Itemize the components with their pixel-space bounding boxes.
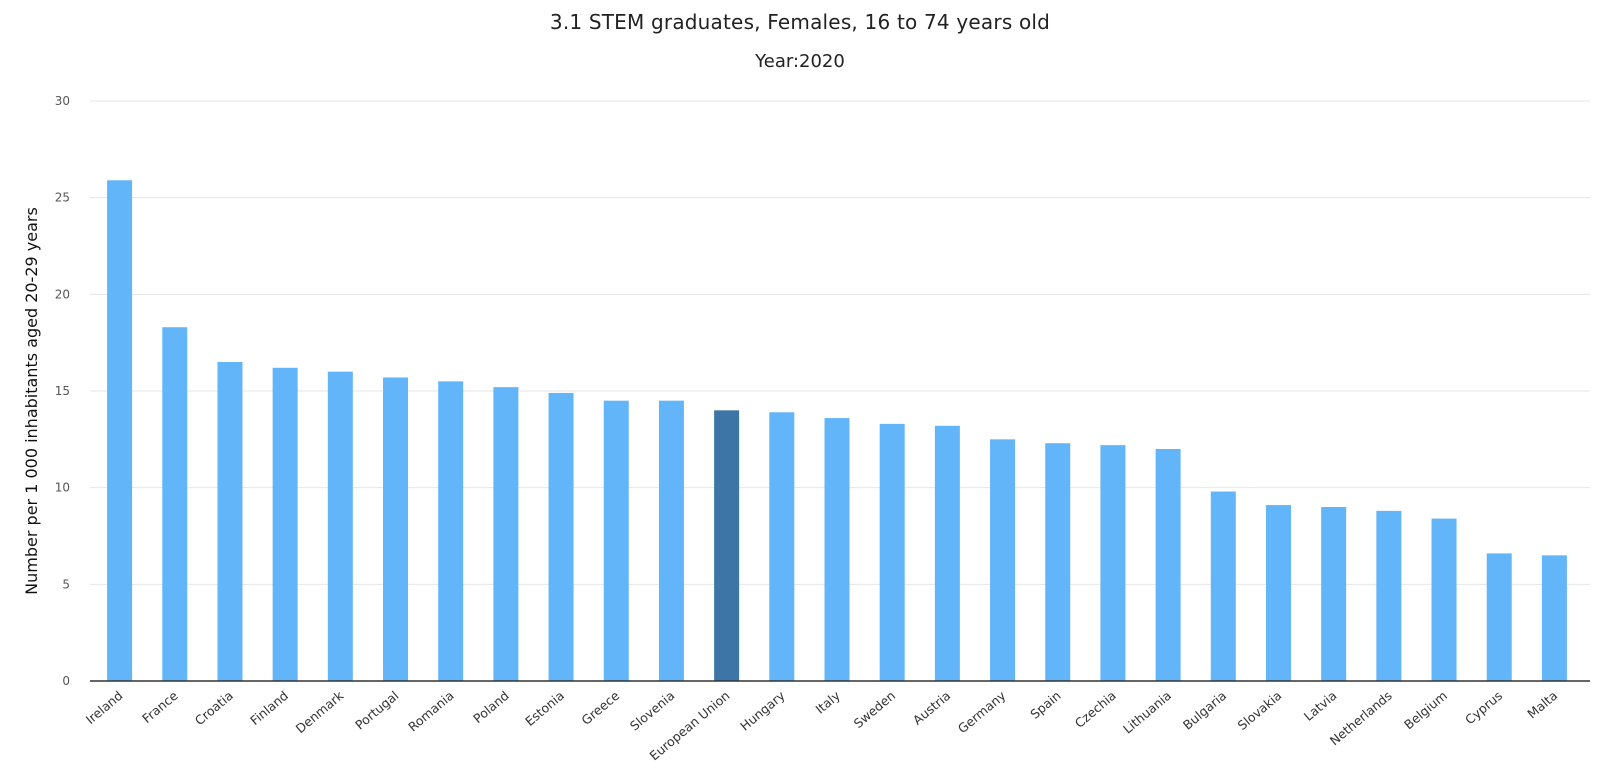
x-tick-label: Romania (405, 688, 457, 735)
bar-czechia[interactable] (1100, 445, 1126, 681)
x-tick-label: Poland (470, 688, 512, 726)
x-tick-label: Sweden (851, 688, 898, 731)
x-tick-label: Bulgaria (1180, 688, 1229, 733)
bar-bulgaria[interactable] (1210, 491, 1236, 681)
bar-france[interactable] (162, 327, 188, 681)
y-tick-label: 25 (55, 191, 70, 205)
x-axis-labels: Ireland France Croatia Finland Denmark Portug… (83, 687, 1561, 763)
x-tick-label: Ireland (83, 688, 126, 727)
x-tick-label: Belgium (1401, 688, 1450, 732)
x-tick-label: Germany (955, 687, 1009, 736)
y-tick-label: 5 (62, 577, 70, 591)
bar-lithuania[interactable] (1155, 449, 1181, 681)
y-axis-title: Number per 1 000 inhabitants aged 20-29 … (22, 207, 41, 595)
bars (107, 180, 1567, 681)
x-tick-label: Portugal (352, 688, 401, 733)
bar-italy[interactable] (824, 418, 850, 681)
bar-hungary[interactable] (769, 412, 795, 681)
bar-slovakia[interactable] (1265, 505, 1291, 681)
y-axis-ticks: 0 5 10 15 20 25 30 (55, 94, 70, 688)
x-tick-label: Czechia (1072, 688, 1119, 731)
bar-poland[interactable] (493, 387, 519, 681)
bar-sweden[interactable] (879, 423, 905, 681)
x-tick-label: Italy (813, 687, 844, 716)
x-tick-label: Estonia (522, 688, 567, 729)
bar-estonia[interactable] (548, 392, 574, 681)
bar-germany[interactable] (990, 439, 1016, 681)
bar-croatia[interactable] (217, 362, 243, 681)
chart-title: 3.1 STEM graduates, Females, 16 to 74 ye… (549, 10, 1051, 34)
bar-portugal[interactable] (383, 377, 409, 681)
x-tick-label: Latvia (1301, 688, 1340, 724)
y-tick-label: 15 (55, 384, 70, 398)
bar-european-union[interactable] (714, 410, 740, 681)
x-tick-label: Malta (1524, 688, 1560, 722)
x-tick-label: Croatia (192, 688, 236, 728)
bar-netherlands[interactable] (1376, 510, 1402, 681)
y-tick-label: 0 (62, 674, 70, 688)
chart-subtitle: Year:2020 (755, 51, 845, 72)
x-tick-label: Slovenia (627, 688, 677, 734)
x-tick-label: Lithuania (1120, 688, 1174, 737)
y-tick-label: 20 (55, 287, 70, 301)
bar-finland[interactable] (272, 367, 298, 681)
x-tick-label: Austria (910, 688, 953, 728)
x-tick-label: Spain (1027, 688, 1063, 722)
bar-belgium[interactable] (1431, 518, 1457, 681)
x-tick-label: Slovakia (1235, 688, 1285, 733)
bar-austria[interactable] (934, 425, 960, 681)
bar-latvia[interactable] (1321, 507, 1347, 681)
bar-slovenia[interactable] (658, 400, 684, 681)
bar-romania[interactable] (438, 381, 464, 681)
x-tick-label: Cyprus (1462, 688, 1505, 728)
bar-spain[interactable] (1045, 443, 1071, 681)
bar-malta[interactable] (1541, 555, 1567, 681)
y-tick-label: 30 (55, 94, 70, 108)
y-tick-label: 10 (55, 481, 70, 495)
x-tick-label: Greece (578, 688, 622, 728)
x-tick-label: Finland (247, 688, 291, 728)
bar-denmark[interactable] (327, 371, 353, 681)
x-tick-label: France (139, 688, 181, 726)
x-tick-label: Denmark (293, 687, 347, 736)
bar-greece[interactable] (603, 400, 629, 681)
bar-cyprus[interactable] (1486, 553, 1512, 681)
x-tick-label: Hungary (737, 687, 788, 733)
bar-ireland[interactable] (107, 180, 133, 681)
